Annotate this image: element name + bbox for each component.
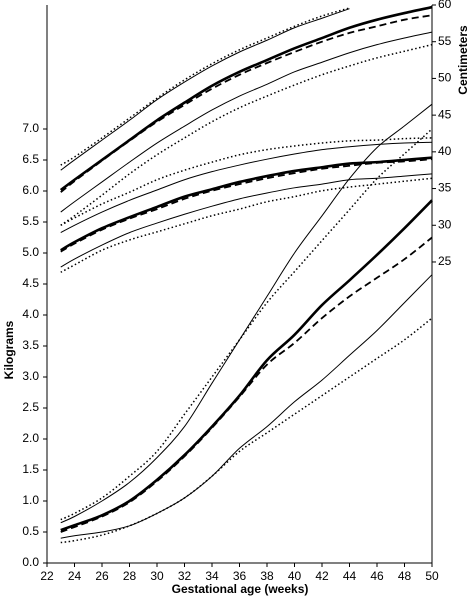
y2-tick-label: 30 <box>438 217 452 231</box>
x-tick-label: 48 <box>398 569 412 583</box>
y-axis-label: Kilograms <box>2 320 16 379</box>
y2-tick-label: 45 <box>438 107 452 121</box>
y-tick-label: 6.0 <box>22 183 39 197</box>
series-line <box>59 5 433 192</box>
series-line <box>60 156 433 252</box>
series-line <box>60 177 433 273</box>
series-line <box>60 173 433 268</box>
y-tick-label: 5.0 <box>22 245 39 259</box>
series-line <box>60 8 350 171</box>
y-tick-label: 2.0 <box>22 431 39 445</box>
x-tick-label: 32 <box>178 569 192 583</box>
series-line <box>60 128 433 521</box>
x-tick-label: 30 <box>150 569 164 583</box>
y-tick-label: 0.0 <box>22 555 39 569</box>
x-tick-label: 46 <box>370 569 384 583</box>
y-tick-label: 3.5 <box>22 338 39 352</box>
x-axis-label: Gestational age (weeks) <box>172 582 309 596</box>
x-tick-label: 50 <box>425 569 439 583</box>
series-line <box>60 103 433 524</box>
x-tick-label: 24 <box>68 569 82 583</box>
y-tick-label: 2.5 <box>22 400 39 414</box>
y-tick-label: 7.0 <box>22 121 39 135</box>
x-tick-label: 44 <box>343 569 357 583</box>
x-tick-label: 38 <box>260 569 274 583</box>
x-tick-label: 28 <box>123 569 137 583</box>
series-line <box>60 274 433 539</box>
x-tick-label: 42 <box>315 569 329 583</box>
x-tick-label: 22 <box>40 569 54 583</box>
y-tick-label: 4.0 <box>22 307 39 321</box>
y-tick-label: 5.5 <box>22 214 39 228</box>
series-line <box>60 137 433 226</box>
y-tick-label: 0.5 <box>22 524 39 538</box>
series-line <box>60 317 433 544</box>
y-tick-label: 1.5 <box>22 462 39 476</box>
series-line <box>60 199 433 532</box>
series-line <box>60 14 433 193</box>
series-line <box>60 158 433 253</box>
y-tick-label: 3.0 <box>22 369 39 383</box>
x-tick-label: 40 <box>288 569 302 583</box>
y2-tick-label: 60 <box>438 0 452 11</box>
series-line <box>60 7 350 166</box>
y2-tick-label: 50 <box>438 71 452 85</box>
series-line <box>60 43 433 226</box>
y2-tick-label: 40 <box>438 144 452 158</box>
series-line <box>60 236 433 533</box>
y2-tick-label: 55 <box>438 34 452 48</box>
y2-axis-label: Centimeters <box>456 25 470 95</box>
y2-tick-label: 35 <box>438 181 452 195</box>
y-tick-label: 6.5 <box>22 152 39 166</box>
y-tick-label: 1.0 <box>22 493 39 507</box>
series-line <box>60 141 433 234</box>
y2-tick-label: 25 <box>438 254 452 268</box>
series-line <box>60 31 433 213</box>
x-tick-label: 26 <box>95 569 109 583</box>
y-tick-label: 4.5 <box>22 276 39 290</box>
x-tick-label: 36 <box>233 569 247 583</box>
x-tick-label: 34 <box>205 569 219 583</box>
